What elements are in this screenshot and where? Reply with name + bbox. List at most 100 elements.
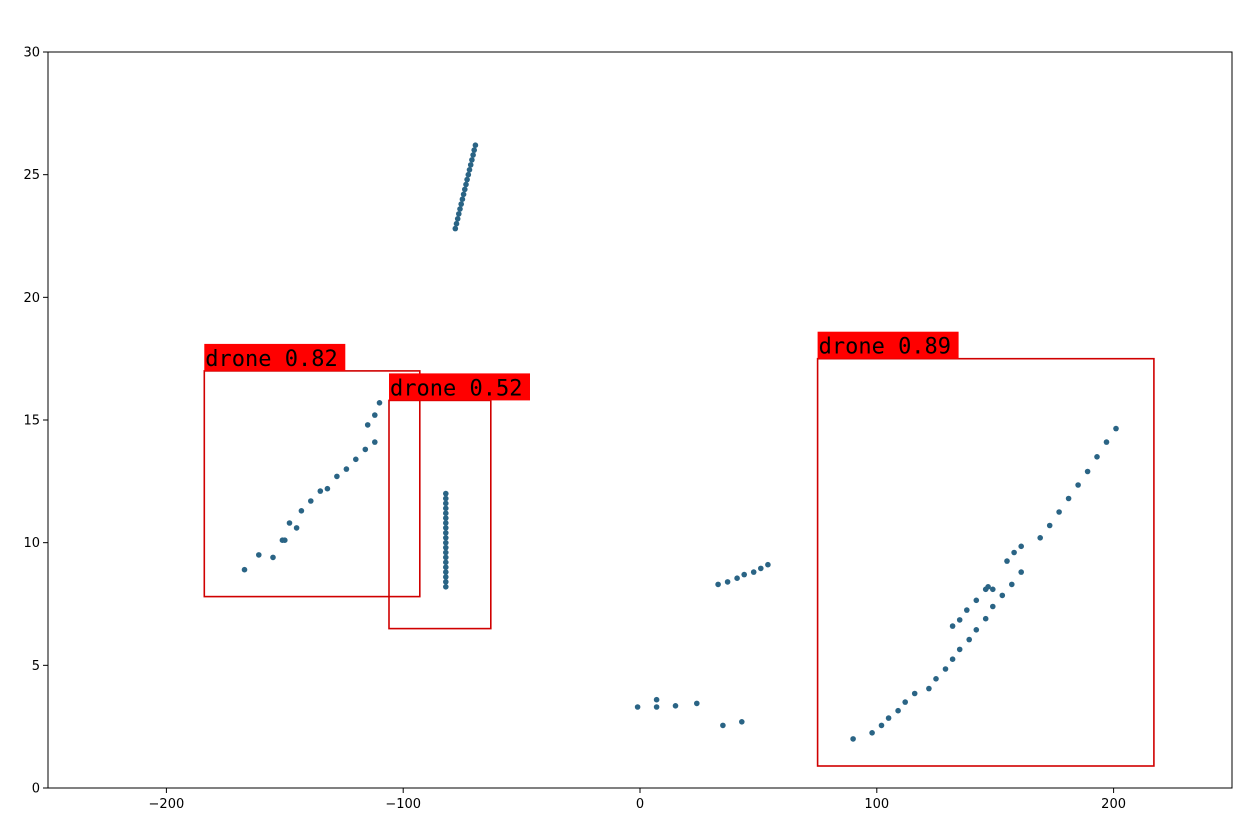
x-tick-label: 0: [636, 797, 644, 812]
y-axis: 0 5 10 15 20 25 30: [23, 46, 48, 797]
data-point: [990, 586, 996, 593]
data-point: [443, 520, 449, 526]
data-point: [1037, 535, 1043, 541]
data-point: [850, 736, 856, 742]
data-point: [464, 176, 470, 183]
data-point: [758, 565, 764, 572]
data-point: [298, 508, 305, 514]
data-point: [750, 569, 757, 575]
data-point: [926, 685, 932, 692]
data-point: [443, 584, 449, 590]
data-point: [362, 446, 369, 453]
detection-label-bg: [817, 331, 959, 359]
data-point: [653, 704, 660, 710]
data-point: [985, 584, 991, 590]
data-point: [443, 549, 449, 556]
data-point: [443, 574, 449, 580]
y-tick-label: 15: [23, 414, 40, 429]
detection-label-bg: [204, 343, 346, 371]
data-point: [255, 552, 262, 558]
data-point: [1009, 581, 1015, 588]
data-point: [443, 569, 449, 575]
data-point: [973, 627, 980, 633]
plot-frame: [47, 51, 1233, 789]
detection-label: drone 0.52: [390, 376, 522, 401]
data-point: [999, 592, 1006, 599]
data-point: [1075, 482, 1081, 488]
data-point: [443, 559, 449, 566]
data-point: [472, 142, 479, 148]
data-point: [720, 722, 726, 729]
data-point: [353, 456, 359, 463]
data-point: [1084, 468, 1091, 475]
data-point: [453, 220, 460, 227]
data-point: [465, 171, 472, 178]
detection-box: [203, 370, 421, 598]
data-point: [715, 581, 721, 588]
data-point: [457, 206, 463, 212]
data-point: [459, 196, 466, 202]
data-point: [956, 646, 963, 653]
data-point: [724, 579, 731, 585]
data-point: [964, 607, 970, 613]
data-point: [634, 704, 641, 710]
data-point: [343, 466, 350, 472]
detections-layer: drone 0.82 drone 0.52 drone 0.89: [203, 331, 1155, 767]
data-point: [466, 167, 473, 173]
detection-label: drone 0.89: [819, 335, 951, 360]
data-point: [364, 422, 371, 428]
data-point: [902, 699, 908, 705]
y-tick-label: 30: [23, 46, 40, 61]
data-point: [241, 566, 248, 573]
data-point: [653, 696, 660, 703]
data-point: [443, 579, 449, 585]
data-point: [334, 473, 340, 480]
x-tick-label: −200: [149, 797, 185, 812]
data-point: [443, 505, 449, 512]
data-point: [1018, 569, 1024, 575]
data-point: [765, 561, 771, 568]
data-point: [443, 544, 449, 551]
data-point: [895, 707, 901, 714]
data-point: [1065, 495, 1072, 502]
data-point: [469, 157, 475, 163]
data-point: [463, 181, 469, 188]
data-point: [933, 676, 939, 682]
y-tick-label: 10: [23, 536, 40, 551]
points-layer: [241, 142, 1119, 742]
data-point: [456, 211, 462, 217]
data-point: [270, 554, 276, 561]
data-point: [372, 412, 378, 418]
y-tick-label: 20: [23, 291, 40, 306]
data-point: [1011, 549, 1017, 556]
data-point: [443, 495, 449, 502]
data-point: [372, 439, 378, 445]
data-point: [376, 400, 383, 406]
data-point: [454, 216, 461, 222]
data-point: [1056, 509, 1062, 515]
data-point: [460, 191, 467, 198]
data-point: [443, 515, 449, 521]
data-point: [443, 554, 449, 561]
data-point: [878, 722, 885, 729]
data-point: [739, 719, 745, 725]
detection-label: drone 0.82: [205, 347, 337, 372]
data-point: [734, 575, 740, 581]
data-point: [443, 539, 449, 546]
data-point: [949, 656, 956, 662]
data-point: [1113, 425, 1119, 432]
data-point: [470, 152, 476, 158]
data-point: [471, 147, 478, 153]
data-point: [1094, 454, 1100, 460]
data-point: [990, 603, 996, 610]
data-point: [1004, 558, 1010, 564]
y-tick-label: 25: [23, 168, 40, 183]
data-point: [911, 690, 918, 697]
data-point: [443, 530, 449, 536]
data-point: [443, 535, 449, 541]
data-point: [443, 510, 449, 516]
data-point: [443, 525, 449, 531]
data-point: [443, 564, 449, 570]
data-point: [672, 703, 679, 709]
